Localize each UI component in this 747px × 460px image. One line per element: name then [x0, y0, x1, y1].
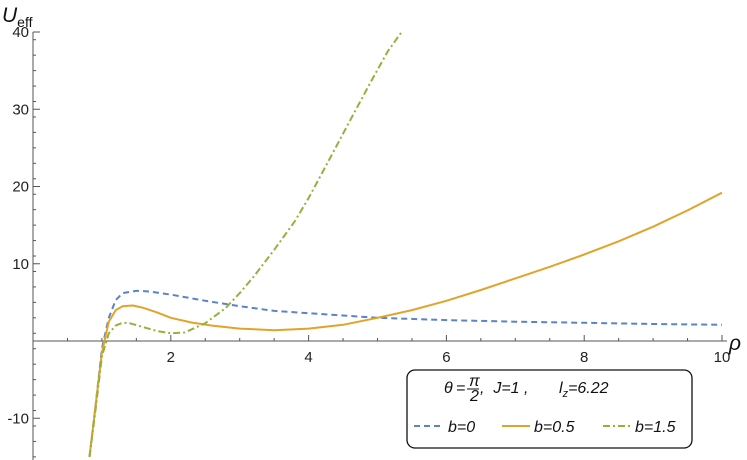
x-tick-label: 10 [714, 349, 731, 366]
legend-eq: = [456, 380, 465, 397]
legend-lz: lz=6.22 [559, 380, 609, 400]
legend: θ = π 2 , J=1 , lz=6.22 b=0 b=0.5 b=1.5 [406, 369, 693, 449]
y-tick-label: 40 [12, 24, 29, 41]
y-tick-label: 20 [12, 179, 29, 196]
legend-pi: π [469, 373, 480, 390]
y-tick-label: -10 [7, 410, 29, 427]
legend-label-b=1.5: b=1.5 [635, 419, 676, 436]
legend-j: , J=1 , [480, 380, 528, 397]
y-tick-label: 10 [12, 256, 29, 273]
axis-ticks [33, 31, 723, 458]
y-axis-label: Ueff [2, 4, 33, 30]
legend-theta: θ [444, 380, 453, 397]
x-tick-label: 2 [167, 349, 175, 366]
legend-label-b=0: b=0 [448, 419, 475, 436]
y-tick-label: 30 [12, 101, 29, 118]
legend-label-b=0.5: b=0.5 [534, 419, 575, 436]
x-tick-label: 8 [580, 349, 588, 366]
legend-two: 2 [469, 388, 479, 405]
x-tick-label: 4 [304, 349, 312, 366]
legend-params: θ = π 2 , J=1 , lz=6.22 [444, 373, 609, 405]
x-tick-label: 6 [442, 349, 450, 366]
tick-labels: 2 4 6 8 10 -10 10 20 30 40 [7, 24, 730, 427]
series-line-b=0 [88, 289, 723, 458]
series-line-b=0.5 [88, 191, 723, 458]
series-layer [88, 31, 723, 458]
x-axis-label: ρ [728, 332, 741, 355]
legend-entries: b=0 b=0.5 b=1.5 [414, 419, 676, 436]
series-line-b=1.5 [88, 31, 403, 458]
